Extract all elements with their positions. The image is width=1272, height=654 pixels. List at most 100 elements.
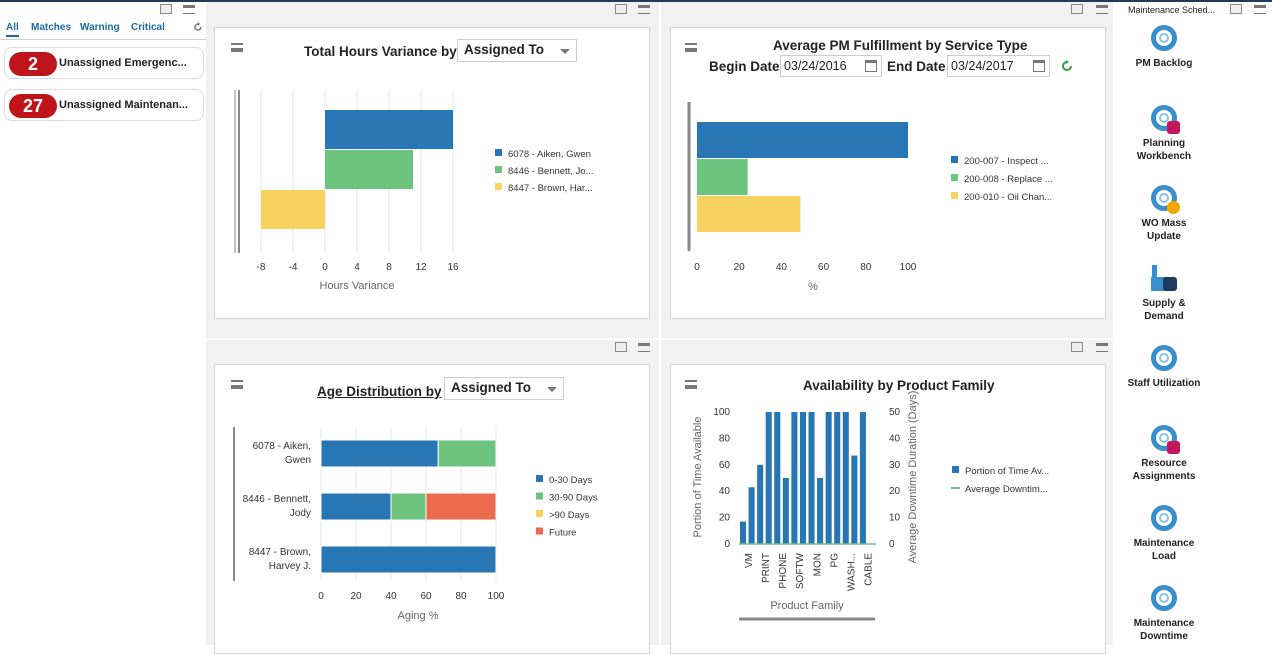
legend-swatch — [495, 166, 502, 173]
bar — [325, 110, 453, 149]
availability-panel: Availability by Product Family 0 20 40 60 80… — [670, 364, 1106, 654]
x-tick-label: 8 — [386, 262, 392, 273]
bar — [757, 464, 764, 544]
maximize-icon[interactable] — [1230, 4, 1242, 14]
x-tick-label: SOFTW — [795, 552, 806, 589]
tab-warning[interactable]: Warning — [80, 22, 120, 33]
x-tick-label: 0 — [694, 262, 700, 273]
assigned-to-select[interactable]: Assigned To — [457, 39, 577, 62]
settings-icon[interactable] — [183, 5, 195, 14]
bar — [748, 487, 755, 544]
begin-date-label: Begin Date — [709, 59, 780, 74]
x-tick-label: PRINT — [761, 553, 772, 583]
bar — [697, 159, 748, 195]
hours-variance-chart: -8 -4 0 4 8 12 16 6078 - Aiken, Gwen 8446 - Benn… — [234, 90, 594, 292]
legend-label: Portion of Time Av... — [965, 466, 1049, 477]
y2-tick-label: 50 — [889, 407, 901, 418]
y-tick-label: Gwen — [285, 455, 311, 466]
panel-title: Total Hours Variance by — [304, 44, 457, 59]
bar — [774, 412, 781, 544]
bar — [808, 412, 815, 544]
bar — [261, 190, 325, 229]
legend-label: 200-008 - Replace ... — [964, 174, 1053, 185]
calendar-icon[interactable] — [865, 60, 877, 72]
tab-matches[interactable]: Matches — [31, 22, 72, 33]
maximize-icon[interactable] — [160, 4, 172, 14]
x-tick-label: 20 — [350, 591, 362, 602]
y2-tick-label: 40 — [889, 433, 901, 444]
maximize-icon[interactable] — [1071, 342, 1083, 352]
app-maintenance-load[interactable]: Maintenance Load — [1114, 505, 1214, 563]
settings-icon[interactable] — [638, 343, 650, 352]
app-wo-mass-update[interactable]: WO Mass Update — [1114, 185, 1214, 243]
legend-label: 6078 - Aiken, Gwen — [508, 149, 591, 160]
menu-icon[interactable] — [685, 43, 697, 52]
menu-icon[interactable] — [231, 380, 243, 389]
availability-chart: 0 20 40 60 80 100 0 10 20 30 40 50 VM PRINT PHONE SOFTW… — [692, 391, 1049, 621]
legend-swatch — [536, 475, 543, 482]
asterisk-icon — [1167, 201, 1180, 214]
y2-tick-label: 0 — [889, 539, 895, 550]
legend-swatch — [951, 156, 958, 163]
app-resource-assignments[interactable]: Resource Assignments — [1114, 425, 1214, 483]
settings-icon[interactable] — [638, 5, 650, 14]
x-tick-label: CABLE — [864, 553, 875, 586]
assigned-to-select[interactable]: Assigned To — [444, 377, 564, 400]
x-axis-title: Aging % — [398, 610, 439, 622]
bar — [765, 412, 772, 544]
x-axis-title: Hours Variance — [320, 280, 395, 292]
tab-all[interactable]: All — [6, 22, 19, 37]
refresh-icon[interactable] — [1061, 60, 1073, 72]
alert-unassigned-emergency[interactable]: 2 Unassigned Emergenc... — [4, 47, 204, 79]
y-tick-label: Harvey J. — [269, 561, 311, 572]
bar — [799, 412, 806, 544]
settings-icon[interactable] — [1254, 5, 1266, 14]
y-tick-label: 8447 - Brown, — [249, 547, 311, 558]
maximize-icon[interactable] — [615, 342, 627, 352]
x-tick-label: 80 — [455, 591, 467, 602]
maximize-icon[interactable] — [1071, 4, 1083, 14]
settings-icon[interactable] — [1096, 5, 1108, 14]
alert-tabs: All Matches Warning Critical — [0, 20, 206, 40]
y2-tick-label: 10 — [889, 513, 901, 524]
legend-label: Future — [549, 528, 576, 539]
y-tick-label: 8446 - Bennett, — [243, 494, 311, 505]
app-pm-backlog[interactable]: PM Backlog — [1114, 25, 1214, 70]
x-tick-label: 16 — [447, 262, 459, 273]
settings-icon[interactable] — [1096, 343, 1108, 352]
bar — [817, 478, 824, 544]
legend-swatch — [495, 183, 502, 190]
menu-icon[interactable] — [231, 43, 243, 52]
top-accent-line — [0, 0, 1272, 2]
legend-label: 30-90 Days — [549, 493, 598, 504]
bar-segment — [425, 492, 497, 521]
tab-critical[interactable]: Critical — [131, 22, 165, 33]
x-axis-title: % — [808, 281, 818, 293]
app-planning-workbench[interactable]: Planning Workbench — [1114, 105, 1214, 163]
x-tick-label: PG — [829, 553, 840, 568]
app-launcher-sidebar: Maintenance Sched... PM Backlog Planning… — [1114, 2, 1272, 645]
x-tick-label: 100 — [488, 591, 505, 602]
end-date-label: End Date — [887, 59, 946, 74]
y-axis-title: Portion of Time Available — [692, 417, 704, 538]
menu-icon[interactable] — [685, 380, 697, 389]
app-maintenance-downtime[interactable]: Maintenance Downtime — [1114, 585, 1214, 643]
panel-title[interactable]: Age Distribution by — [317, 384, 442, 399]
calendar-icon[interactable] — [1033, 60, 1045, 72]
bar — [851, 455, 858, 544]
app-staff-utilization[interactable]: Staff Utilization — [1114, 345, 1214, 390]
refresh-icon[interactable] — [193, 22, 203, 32]
legend-swatch — [536, 492, 543, 500]
legend-swatch — [951, 192, 958, 199]
app-supply-demand[interactable]: Supply & Demand — [1114, 265, 1214, 323]
alert-unassigned-maintenance[interactable]: 27 Unassigned Maintenan... — [4, 89, 204, 121]
lifebuoy-icon — [1151, 105, 1180, 134]
end-date-input[interactable]: 03/24/2017 — [947, 55, 1050, 77]
x-tick-label: 0 — [318, 591, 324, 602]
x-tick-label: -8 — [257, 262, 266, 273]
legend-swatch — [536, 527, 543, 535]
maximize-icon[interactable] — [615, 4, 627, 14]
begin-date-input[interactable]: 03/24/2016 — [780, 55, 882, 77]
alert-label: Unassigned Emergenc... — [59, 57, 187, 69]
age-distribution-panel: Age Distribution by Assigned To 0 20 40 60 8… — [214, 364, 650, 654]
